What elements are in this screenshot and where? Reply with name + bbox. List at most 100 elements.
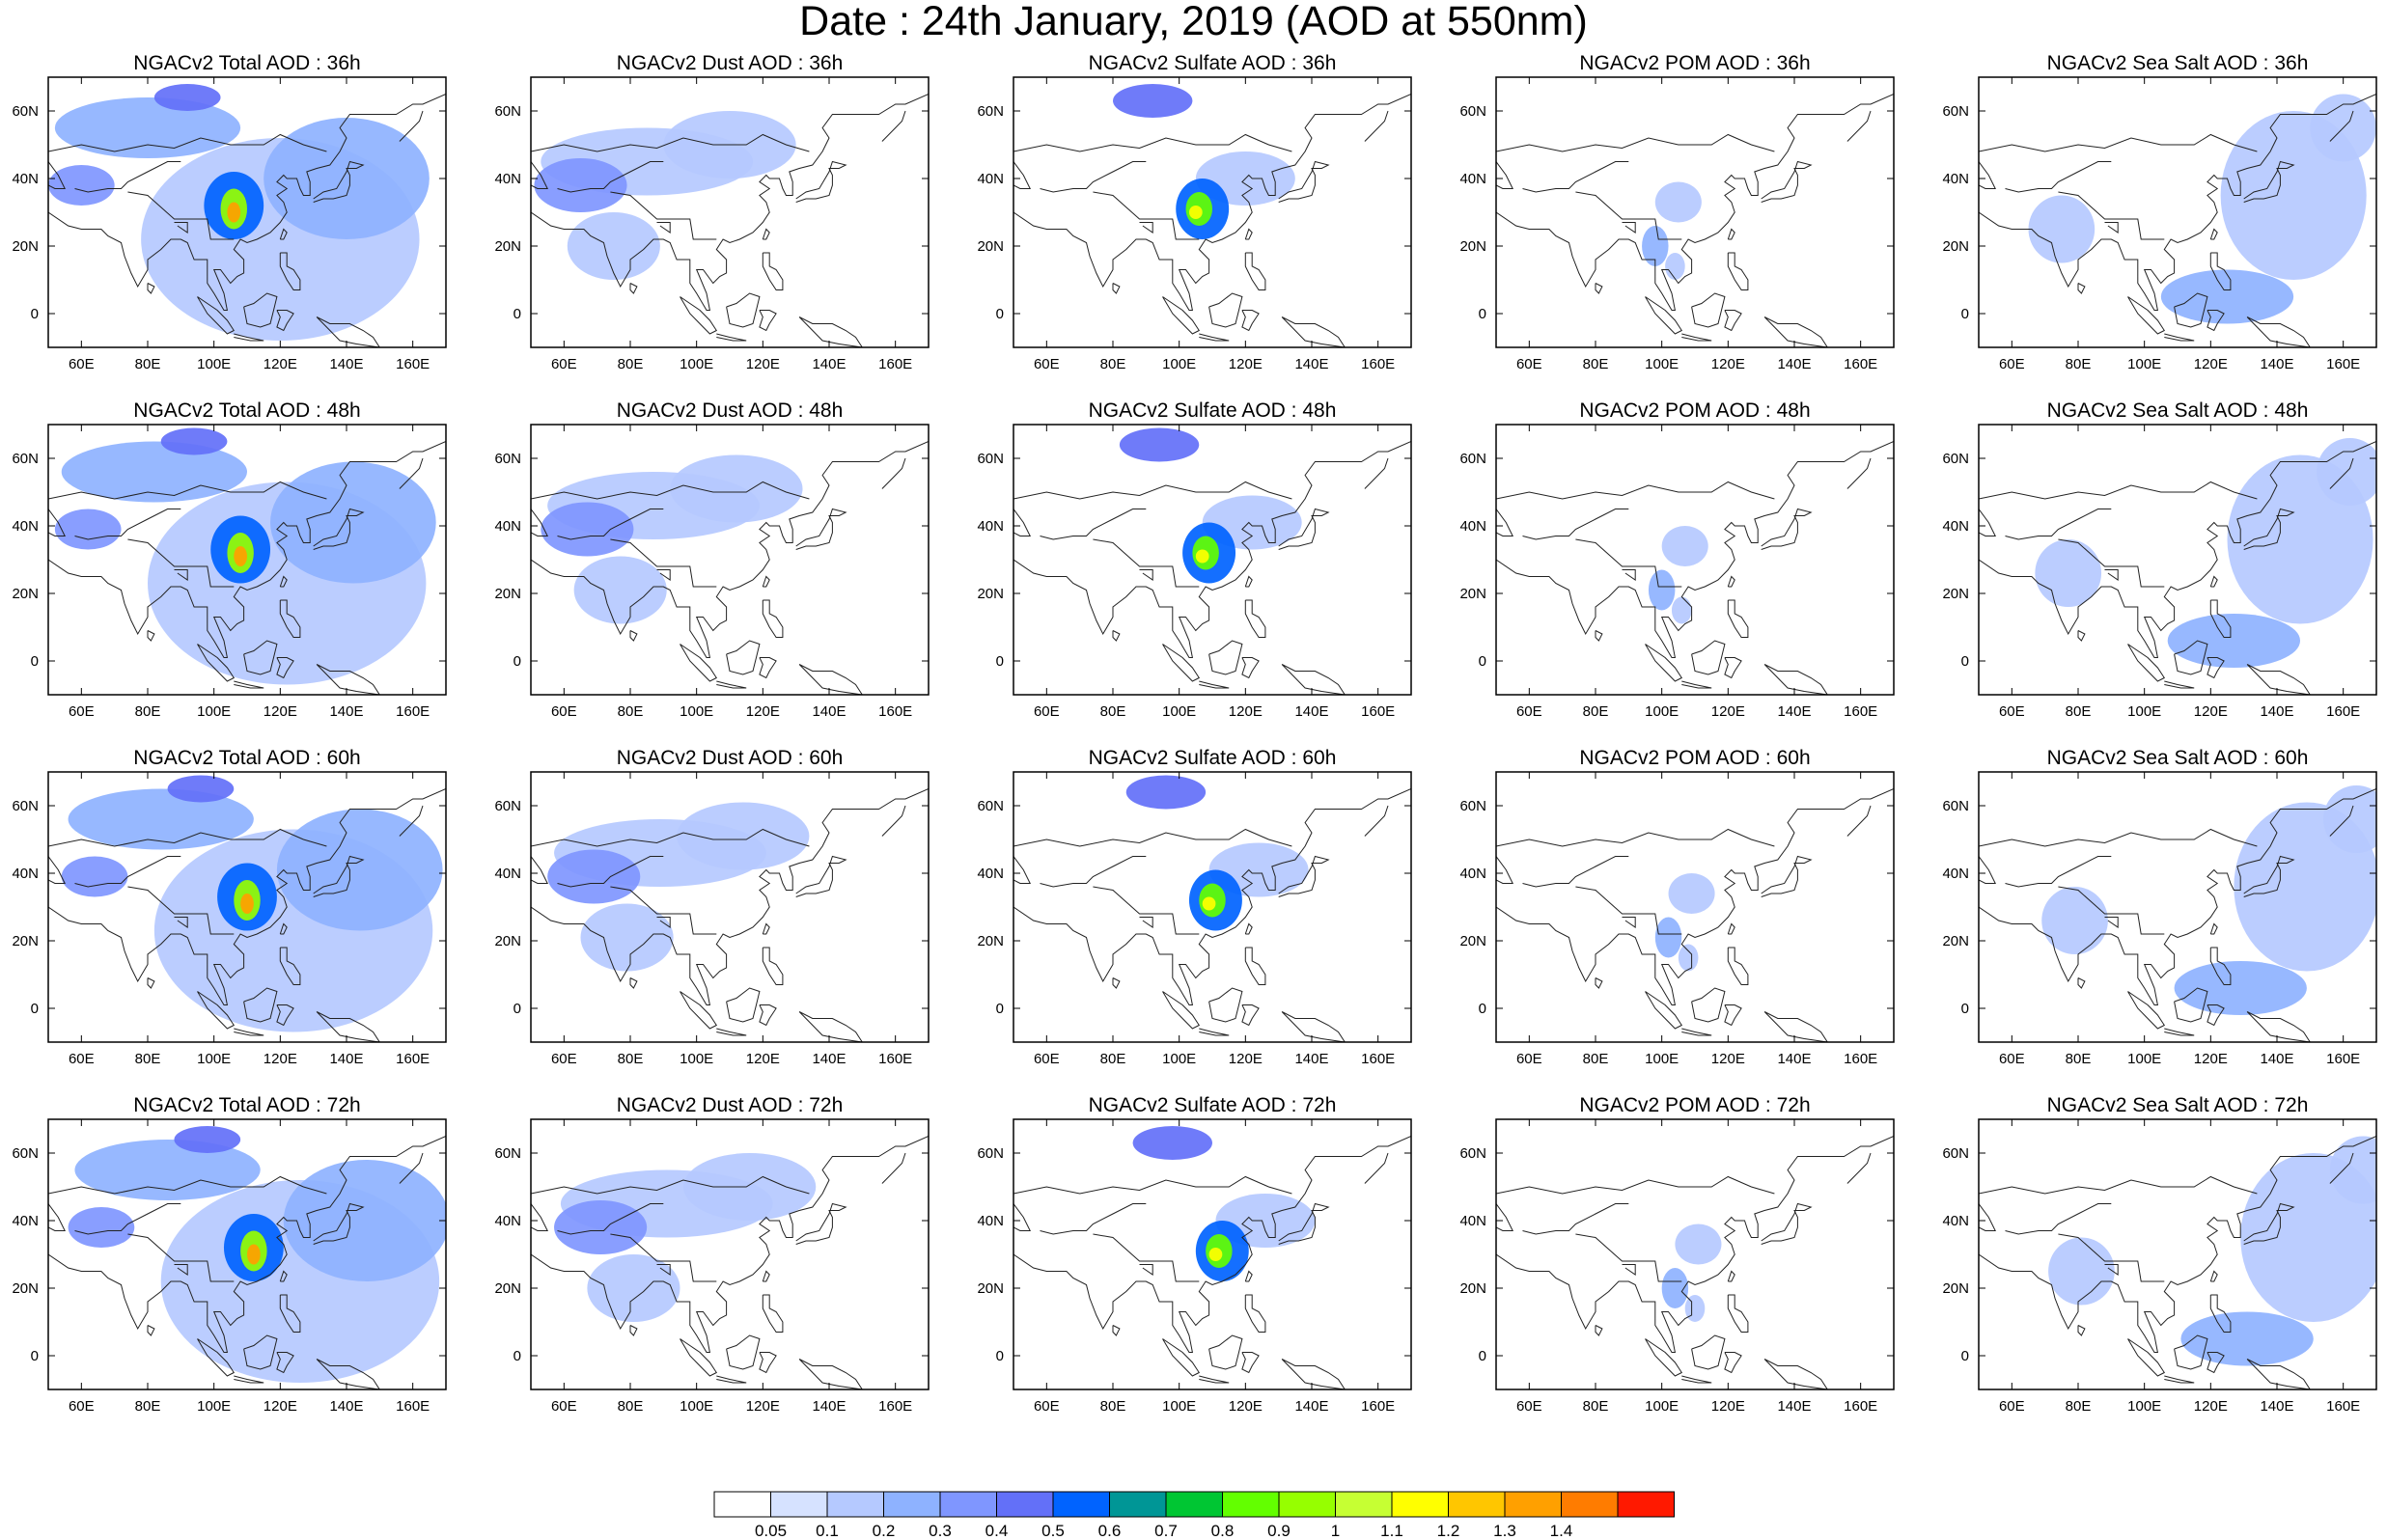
x-tick-label: 160E (878, 703, 912, 720)
x-tick-label: 120E (2194, 1398, 2228, 1415)
colorbar-box (883, 1491, 941, 1518)
coastline (1139, 1264, 1153, 1276)
colorbar-box (1391, 1491, 1449, 1518)
y-tick-label: 60N (1459, 451, 1486, 467)
x-tick-label: 120E (1229, 1398, 1263, 1415)
map-plot: 60E 80E 100E 120E 140E 160E 60N 40N 20N 0 (977, 771, 1412, 1067)
y-tick-label: 0 (1479, 1348, 1486, 1364)
coastline (798, 1359, 863, 1389)
coastline (48, 441, 446, 658)
aod-region (1208, 1248, 1223, 1261)
map-plot: 60E 80E 100E 120E 140E 160E 60N 40N 20N 0 (1459, 76, 1895, 372)
coastline (1013, 856, 1032, 884)
y-tick-label: 60N (1942, 1145, 1969, 1162)
map-frame (530, 76, 930, 348)
x-tick-label: 80E (135, 1398, 161, 1415)
coastline (1496, 161, 1514, 189)
map-plot: 60E 80E 100E 120E 140E 160E 60N 40N 20N 0 (1942, 1118, 2377, 1415)
aod-region (1195, 549, 1209, 564)
x-tick-label: 160E (396, 1398, 430, 1415)
coastline (1093, 886, 1200, 935)
coastline (2174, 1334, 2208, 1370)
coastline (147, 1325, 155, 1336)
coastline (656, 1264, 671, 1276)
coastline (557, 856, 664, 888)
y-tick-label: 20N (12, 933, 39, 949)
x-tick-label: 80E (1100, 356, 1126, 372)
map-frame (530, 424, 930, 696)
coastline (279, 228, 288, 240)
x-tick-label: 120E (1711, 356, 1745, 372)
aod-region (1654, 181, 1702, 223)
coastline (48, 856, 67, 884)
coastline (680, 1338, 718, 1377)
coastline (2077, 630, 2086, 642)
x-tick-label: 140E (1777, 703, 1811, 720)
coastline (1522, 856, 1629, 888)
coastline (279, 1270, 288, 1282)
coastline (1496, 481, 1775, 500)
colorbar-box (1109, 1491, 1167, 1518)
y-tick-label: 40N (494, 866, 521, 882)
colorbar-box (1222, 1491, 1280, 1518)
coastline (1496, 1175, 1775, 1195)
y-tick-label: 0 (513, 1348, 521, 1364)
x-tick-label: 140E (1777, 356, 1811, 372)
x-tick-label: 60E (1516, 703, 1542, 720)
map-panel: NGACv2 Sea Salt AOD : 72h 60E 80E 100E 120E 1… (1942, 1094, 2380, 1415)
x-tick-label: 160E (1844, 703, 1877, 720)
coastline (1112, 630, 1121, 642)
x-tick-label: 140E (1294, 1051, 1328, 1067)
colorbar-box (1052, 1491, 1110, 1518)
aod-region (1188, 206, 1203, 219)
coastline (1595, 283, 1603, 294)
x-tick-label: 120E (264, 1051, 297, 1067)
coastline (1364, 1152, 1389, 1184)
colorbar-label: 0.05 (755, 1522, 787, 1536)
x-tick-label: 160E (2326, 1051, 2360, 1067)
y-tick-label: 0 (1961, 1001, 1969, 1017)
coastline (1040, 1203, 1147, 1235)
y-tick-label: 40N (12, 518, 39, 535)
coastline (1645, 991, 1683, 1030)
panel-title: NGACv2 Dust AOD : 36h (616, 52, 844, 74)
coastline (1112, 1325, 1121, 1336)
coastline (2104, 917, 2119, 928)
panel-title: NGACv2 Total AOD : 60h (133, 747, 361, 769)
coastline (1763, 664, 1828, 695)
x-tick-label: 80E (2066, 356, 2092, 372)
coastline (716, 333, 747, 342)
x-tick-label: 160E (2326, 1398, 2360, 1415)
coastline (1727, 947, 1749, 985)
y-tick-label: 0 (1961, 306, 1969, 322)
x-tick-label: 80E (618, 1051, 644, 1067)
aod-region (587, 1254, 680, 1322)
coastline (2246, 1359, 2311, 1389)
coastline (1595, 1325, 1603, 1336)
aod-region (1113, 84, 1193, 118)
y-tick-label: 40N (12, 1213, 39, 1229)
aod-region (54, 509, 122, 550)
coastline (716, 680, 747, 689)
y-tick-label: 20N (1942, 1280, 1969, 1297)
coastline (2104, 1264, 2119, 1276)
coastline (1139, 222, 1153, 234)
coastline (1013, 788, 1411, 1005)
coastline (234, 1028, 264, 1036)
coastline (1496, 1203, 1514, 1231)
x-tick-label: 100E (2127, 703, 2161, 720)
coastline (726, 1334, 761, 1370)
coastline (1496, 441, 1894, 658)
coastline (680, 296, 718, 335)
map-frame (1978, 771, 2377, 1043)
coastline (762, 922, 770, 935)
coastline (680, 991, 718, 1030)
coastline (2077, 283, 2086, 294)
y-tick-label: 20N (1942, 586, 1969, 602)
coastline (1681, 1375, 1712, 1384)
map-panel: NGACv2 Sea Salt AOD : 48h 60E 80E 100E 120E 1… (1942, 399, 2380, 720)
panel-title: NGACv2 Sulfate AOD : 36h (1088, 52, 1337, 74)
aod-region (2028, 195, 2096, 263)
coastline (1013, 509, 1032, 536)
map-plot: 60E 80E 100E 120E 140E 160E 60N 40N 20N 0 (1459, 771, 1895, 1067)
